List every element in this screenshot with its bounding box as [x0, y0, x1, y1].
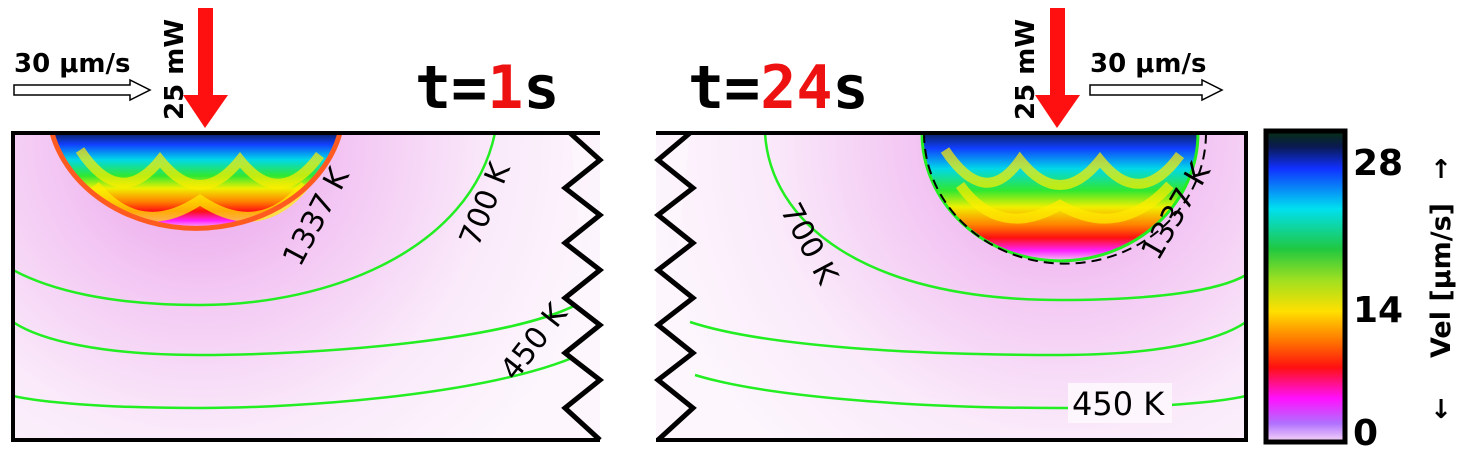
colorbar-tick-28: 28	[1353, 143, 1403, 184]
right-melt-boundary-1337	[920, 133, 1200, 263]
colorbar-gradient	[1263, 128, 1348, 445]
left-panel: 1337 K 700 K 450 K 25 mW 30 μm/s t=1s	[11, 8, 605, 442]
right-isotherm-450-a	[689, 320, 1246, 357]
left-break-zigzag	[560, 131, 605, 442]
left-isotherm-700	[13, 133, 497, 307]
right-time-value: 24	[760, 53, 832, 123]
colorbar-tick-14: 14	[1353, 290, 1403, 331]
right-laser-arrow-head	[1035, 95, 1080, 128]
colorbar-arrow-down: ↓	[1430, 395, 1452, 425]
colorbar: 28 14 0 ↑ Vel [μm/s] ↓	[1263, 128, 1457, 454]
left-scan-speed: 30 μm/s	[14, 49, 130, 79]
right-melt-pool	[922, 133, 1198, 261]
right-laser-power: 25 mW	[1011, 19, 1041, 120]
right-label-450-bg	[1068, 383, 1172, 423]
left-laser-arrow-head	[183, 95, 228, 128]
left-scan-arrow	[13, 78, 152, 102]
right-laser-arrow-shaft	[1050, 8, 1065, 98]
colorbar-tick-0: 0	[1353, 413, 1378, 454]
left-time-value: 1	[487, 53, 523, 123]
colorbar-arrow-up: ↑	[1430, 155, 1452, 185]
left-time-unit: s	[523, 53, 559, 123]
right-time-label: t=24s	[688, 53, 869, 123]
right-melt-pool-ripples	[940, 147, 1185, 224]
right-break-zigzag	[653, 131, 698, 442]
left-isotherm-450-a	[13, 298, 586, 357]
right-isotherm-450-b	[694, 373, 1246, 410]
left-panel-border	[11, 131, 600, 442]
left-isotherm-450-b	[13, 348, 591, 410]
right-panel-border	[656, 131, 1248, 442]
right-melt-boundary-dashed	[923, 133, 1207, 265]
right-panel: 1337 K 700 K 450 K 25 mW 30 μm/s t=24s	[653, 8, 1248, 442]
right-time-unit: s	[833, 53, 869, 123]
right-time-prefix: t=	[688, 53, 760, 123]
left-time-prefix: t=	[415, 53, 487, 123]
right-isotherm-700	[763, 133, 1246, 302]
left-melt-boundary-1337	[49, 133, 343, 231]
colorbar-title: Vel [μm/s]	[1426, 203, 1457, 358]
right-scan-arrow	[1089, 78, 1224, 102]
left-time-label: t=1s	[415, 53, 560, 123]
right-label-450: 450 K	[1072, 385, 1165, 423]
left-laser-arrow-shaft	[198, 8, 213, 98]
left-laser-power: 25 mW	[160, 19, 190, 120]
right-scan-speed: 30 μm/s	[1090, 49, 1206, 79]
